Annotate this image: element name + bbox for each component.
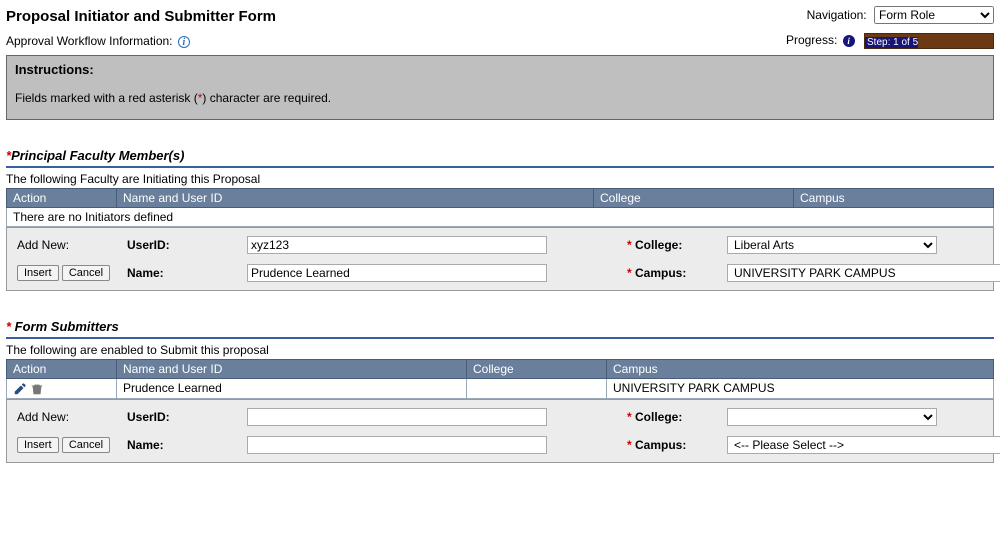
- principal-subhead: The following Faculty are Initiating thi…: [6, 172, 994, 186]
- name-label: Name:: [127, 266, 247, 280]
- col-name: Name and User ID: [117, 189, 594, 208]
- col-campus: Campus: [607, 360, 994, 379]
- insert-button[interactable]: Insert: [17, 437, 59, 453]
- col-action: Action: [7, 360, 117, 379]
- col-action: Action: [7, 189, 117, 208]
- delete-icon[interactable]: [30, 381, 44, 395]
- col-name: Name and User ID: [117, 360, 467, 379]
- college-label: College:: [627, 410, 727, 424]
- table-row: There are no Initiators defined: [7, 208, 994, 227]
- col-college: College: [594, 189, 794, 208]
- progress-step-text: Step: 1 of 5: [865, 37, 918, 48]
- principal-heading-text: Principal Faculty Member(s): [11, 148, 184, 163]
- info-icon[interactable]: i: [843, 35, 855, 47]
- navigation-select[interactable]: Form Role: [874, 6, 994, 24]
- userid-label: UserID:: [127, 410, 247, 424]
- col-campus: Campus: [794, 189, 994, 208]
- info-icon[interactable]: i: [178, 36, 190, 48]
- instructions-text: Fields marked with a red asterisk (*) ch…: [15, 91, 985, 105]
- campus-label: Campus:: [627, 266, 727, 280]
- cancel-button[interactable]: Cancel: [62, 437, 110, 453]
- col-college: College: [467, 360, 607, 379]
- instructions-pre: Fields marked with a red asterisk (: [15, 91, 198, 105]
- row-name: Prudence Learned: [117, 379, 467, 399]
- name-input[interactable]: [247, 264, 547, 282]
- campus-label: Campus:: [627, 438, 727, 452]
- progress-label: Progress:: [786, 33, 837, 47]
- campus-select[interactable]: UNIVERSITY PARK CAMPUS: [727, 264, 1000, 282]
- principal-heading: *Principal Faculty Member(s): [6, 148, 994, 168]
- userid-input[interactable]: [247, 408, 547, 426]
- college-select[interactable]: Liberal Arts: [727, 236, 937, 254]
- insert-button[interactable]: Insert: [17, 265, 59, 281]
- submitters-addnew: Add New: UserID: College: Insert Cancel …: [6, 399, 994, 463]
- approval-workflow-label: Approval Workflow Information:: [6, 34, 173, 48]
- instructions-post: ) character are required.: [202, 91, 331, 105]
- principal-addnew: Add New: UserID: College: Liberal Arts I…: [6, 227, 994, 291]
- row-campus: UNIVERSITY PARK CAMPUS: [607, 379, 994, 399]
- campus-select[interactable]: <-- Please Select -->: [727, 436, 1000, 454]
- principal-table: Action Name and User ID College Campus T…: [6, 188, 994, 227]
- submitters-heading-text: Form Submitters: [11, 319, 119, 334]
- instructions-panel: Instructions: Fields marked with a red a…: [6, 55, 994, 120]
- page-title: Proposal Initiator and Submitter Form: [6, 8, 276, 25]
- name-label: Name:: [127, 438, 247, 452]
- navigation-label: Navigation:: [807, 8, 867, 22]
- submitters-subhead: The following are enabled to Submit this…: [6, 343, 994, 357]
- college-select[interactable]: [727, 408, 937, 426]
- submitters-heading: * Form Submitters: [6, 319, 994, 339]
- progress-bar: Step: 1 of 5: [864, 33, 994, 49]
- cancel-button[interactable]: Cancel: [62, 265, 110, 281]
- row-college: [467, 379, 607, 399]
- submitters-table: Action Name and User ID College Campus P…: [6, 359, 994, 399]
- userid-input[interactable]: [247, 236, 547, 254]
- userid-label: UserID:: [127, 238, 247, 252]
- instructions-heading: Instructions:: [15, 62, 985, 77]
- name-input[interactable]: [247, 436, 547, 454]
- empty-row-text: There are no Initiators defined: [7, 208, 994, 227]
- edit-icon[interactable]: [13, 381, 30, 395]
- addnew-label: Add New:: [17, 238, 127, 252]
- college-label: College:: [627, 238, 727, 252]
- table-row: Prudence Learned UNIVERSITY PARK CAMPUS: [7, 379, 994, 399]
- addnew-label: Add New:: [17, 410, 127, 424]
